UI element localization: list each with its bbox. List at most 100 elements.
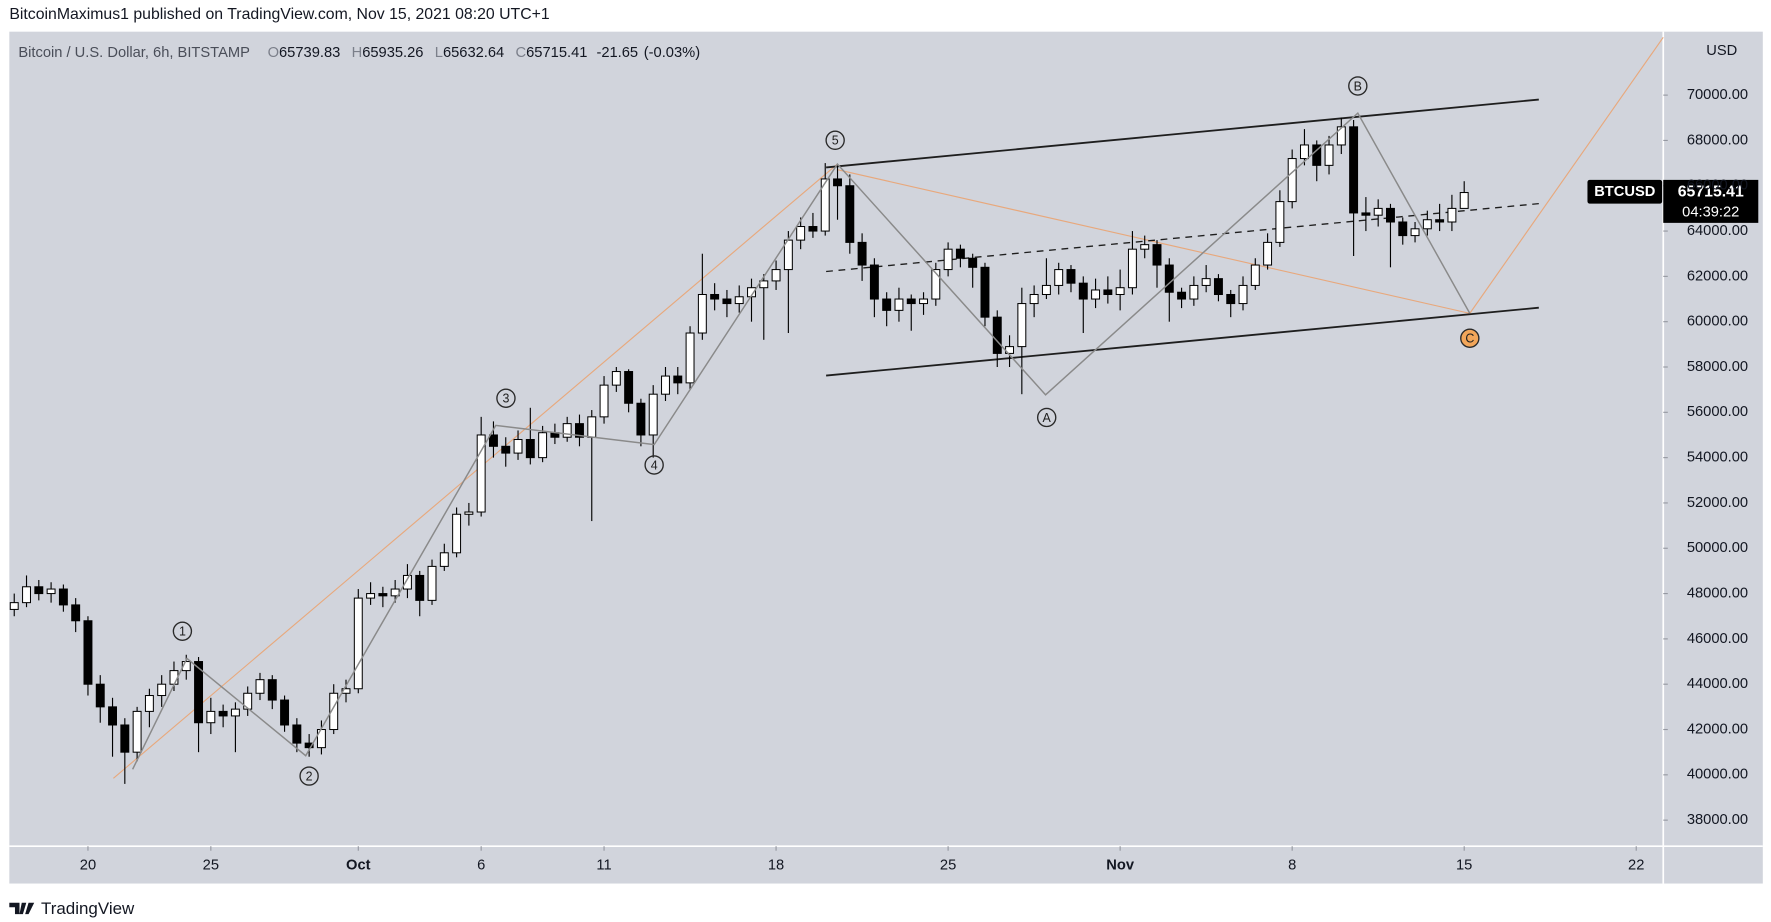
candle-body — [869, 264, 879, 300]
wave-label: 3 — [502, 392, 509, 406]
wave-label: 5 — [832, 134, 839, 148]
y-tick-label: 70000.00 — [1687, 87, 1748, 103]
candle-body — [58, 588, 68, 606]
candle-body — [464, 511, 474, 515]
x-tick-label: 11 — [596, 857, 611, 873]
ohlc-label: C — [516, 45, 527, 61]
candle-body — [1275, 201, 1285, 243]
y-tick-label: 62000.00 — [1687, 268, 1748, 284]
candle-body — [1336, 126, 1346, 146]
last-price: 65715.41 — [1678, 184, 1744, 201]
candle-body — [808, 226, 818, 232]
candle-body — [1410, 228, 1420, 237]
x-tick-label: 25 — [940, 857, 956, 873]
x-tick-label: Oct — [346, 857, 371, 873]
ohlc-values: O65739.83 H65935.26 L65632.64 C65715.41 -21.… — [268, 45, 701, 61]
candle-body — [661, 375, 670, 395]
candle-body — [648, 393, 658, 436]
candle-body — [218, 710, 228, 717]
legend-header: Bitcoin / U.S. Dollar, 6h, BITSTAMP O657… — [18, 45, 700, 61]
candle-body — [230, 708, 240, 717]
wave-line — [131, 111, 1471, 770]
candle-body — [476, 434, 486, 513]
y-tick-label: 42000.00 — [1687, 721, 1748, 737]
trend-line — [113, 163, 838, 779]
symbol-label: BTCUSD — [1594, 184, 1655, 200]
y-tick-label: 58000.00 — [1687, 359, 1748, 375]
candle-body — [1066, 269, 1076, 284]
candle-body — [1435, 219, 1445, 223]
candle-body — [378, 593, 388, 597]
candle-body — [108, 706, 118, 726]
candle-body — [1447, 207, 1457, 223]
candle-body — [968, 257, 978, 268]
candle-body — [1041, 284, 1051, 296]
y-tick-label: 40000.00 — [1687, 767, 1748, 783]
candle-body — [820, 178, 830, 232]
candle-body — [1152, 244, 1162, 266]
y-tick-label: 54000.00 — [1687, 450, 1748, 466]
bar-countdown: 04:39:22 — [1682, 205, 1739, 221]
candle-body — [685, 332, 695, 384]
candle-body — [636, 402, 646, 436]
wave-marker — [496, 388, 516, 408]
candle-body — [95, 683, 105, 708]
candle-body — [980, 266, 990, 318]
x-tick-label: 25 — [203, 857, 219, 873]
candle-body — [34, 586, 44, 595]
candle-body — [144, 695, 154, 712]
candle-body — [1263, 241, 1273, 266]
candle-body — [1422, 219, 1432, 230]
y-tick-label: 60000.00 — [1687, 314, 1748, 330]
candle-body — [722, 298, 732, 305]
candle-body — [538, 432, 548, 459]
y-tick-label: 64000.00 — [1687, 223, 1748, 239]
candle-body — [1250, 264, 1260, 286]
y-tick-label: 48000.00 — [1687, 585, 1748, 601]
y-tick-label: 66000.00 — [1687, 178, 1748, 194]
candle-body — [402, 574, 412, 590]
candle-body — [611, 371, 621, 386]
candle-body — [46, 588, 56, 595]
candle-body — [83, 620, 93, 685]
candle-body — [1459, 192, 1469, 209]
candle-body — [906, 298, 916, 305]
candle-body — [267, 679, 277, 701]
candle-body — [452, 513, 462, 554]
candle-body — [1287, 158, 1297, 203]
candle-body — [255, 679, 265, 694]
y-tick-label: 52000.00 — [1687, 495, 1748, 511]
candle-body — [292, 724, 302, 744]
candle-body — [353, 597, 363, 690]
candle-body — [894, 298, 904, 311]
wave-marker — [1348, 76, 1368, 96]
candle-body — [525, 438, 535, 459]
candle-body — [280, 699, 290, 726]
ohlc-value: 65935.26 — [362, 45, 423, 61]
overlay: Bitcoin / U.S. Dollar, 6h, BITSTAMP O657… — [9, 43, 1759, 918]
change-value: -21.65 — [596, 45, 638, 61]
candle-body — [562, 423, 572, 438]
candle-body — [169, 670, 179, 685]
candle-body — [673, 375, 683, 384]
candle-body — [206, 710, 216, 724]
trend-line — [1469, 37, 1664, 314]
candle-body — [931, 269, 941, 300]
x-tick-label: Nov — [1106, 857, 1135, 873]
candle-body — [1115, 287, 1125, 296]
candle-body — [181, 661, 191, 672]
candle-body — [1324, 144, 1334, 166]
candle-body — [943, 248, 953, 271]
price-badge — [1663, 179, 1759, 223]
chart-panel — [9, 31, 1763, 884]
candle-body — [575, 423, 584, 438]
candle-body — [1213, 278, 1223, 296]
candle-body — [1398, 221, 1408, 237]
candle-body — [71, 604, 81, 622]
candle-body — [771, 269, 781, 282]
candle-body — [427, 565, 437, 601]
candle-body — [194, 661, 204, 724]
candle-body — [329, 692, 339, 731]
candle-body — [1361, 212, 1371, 216]
